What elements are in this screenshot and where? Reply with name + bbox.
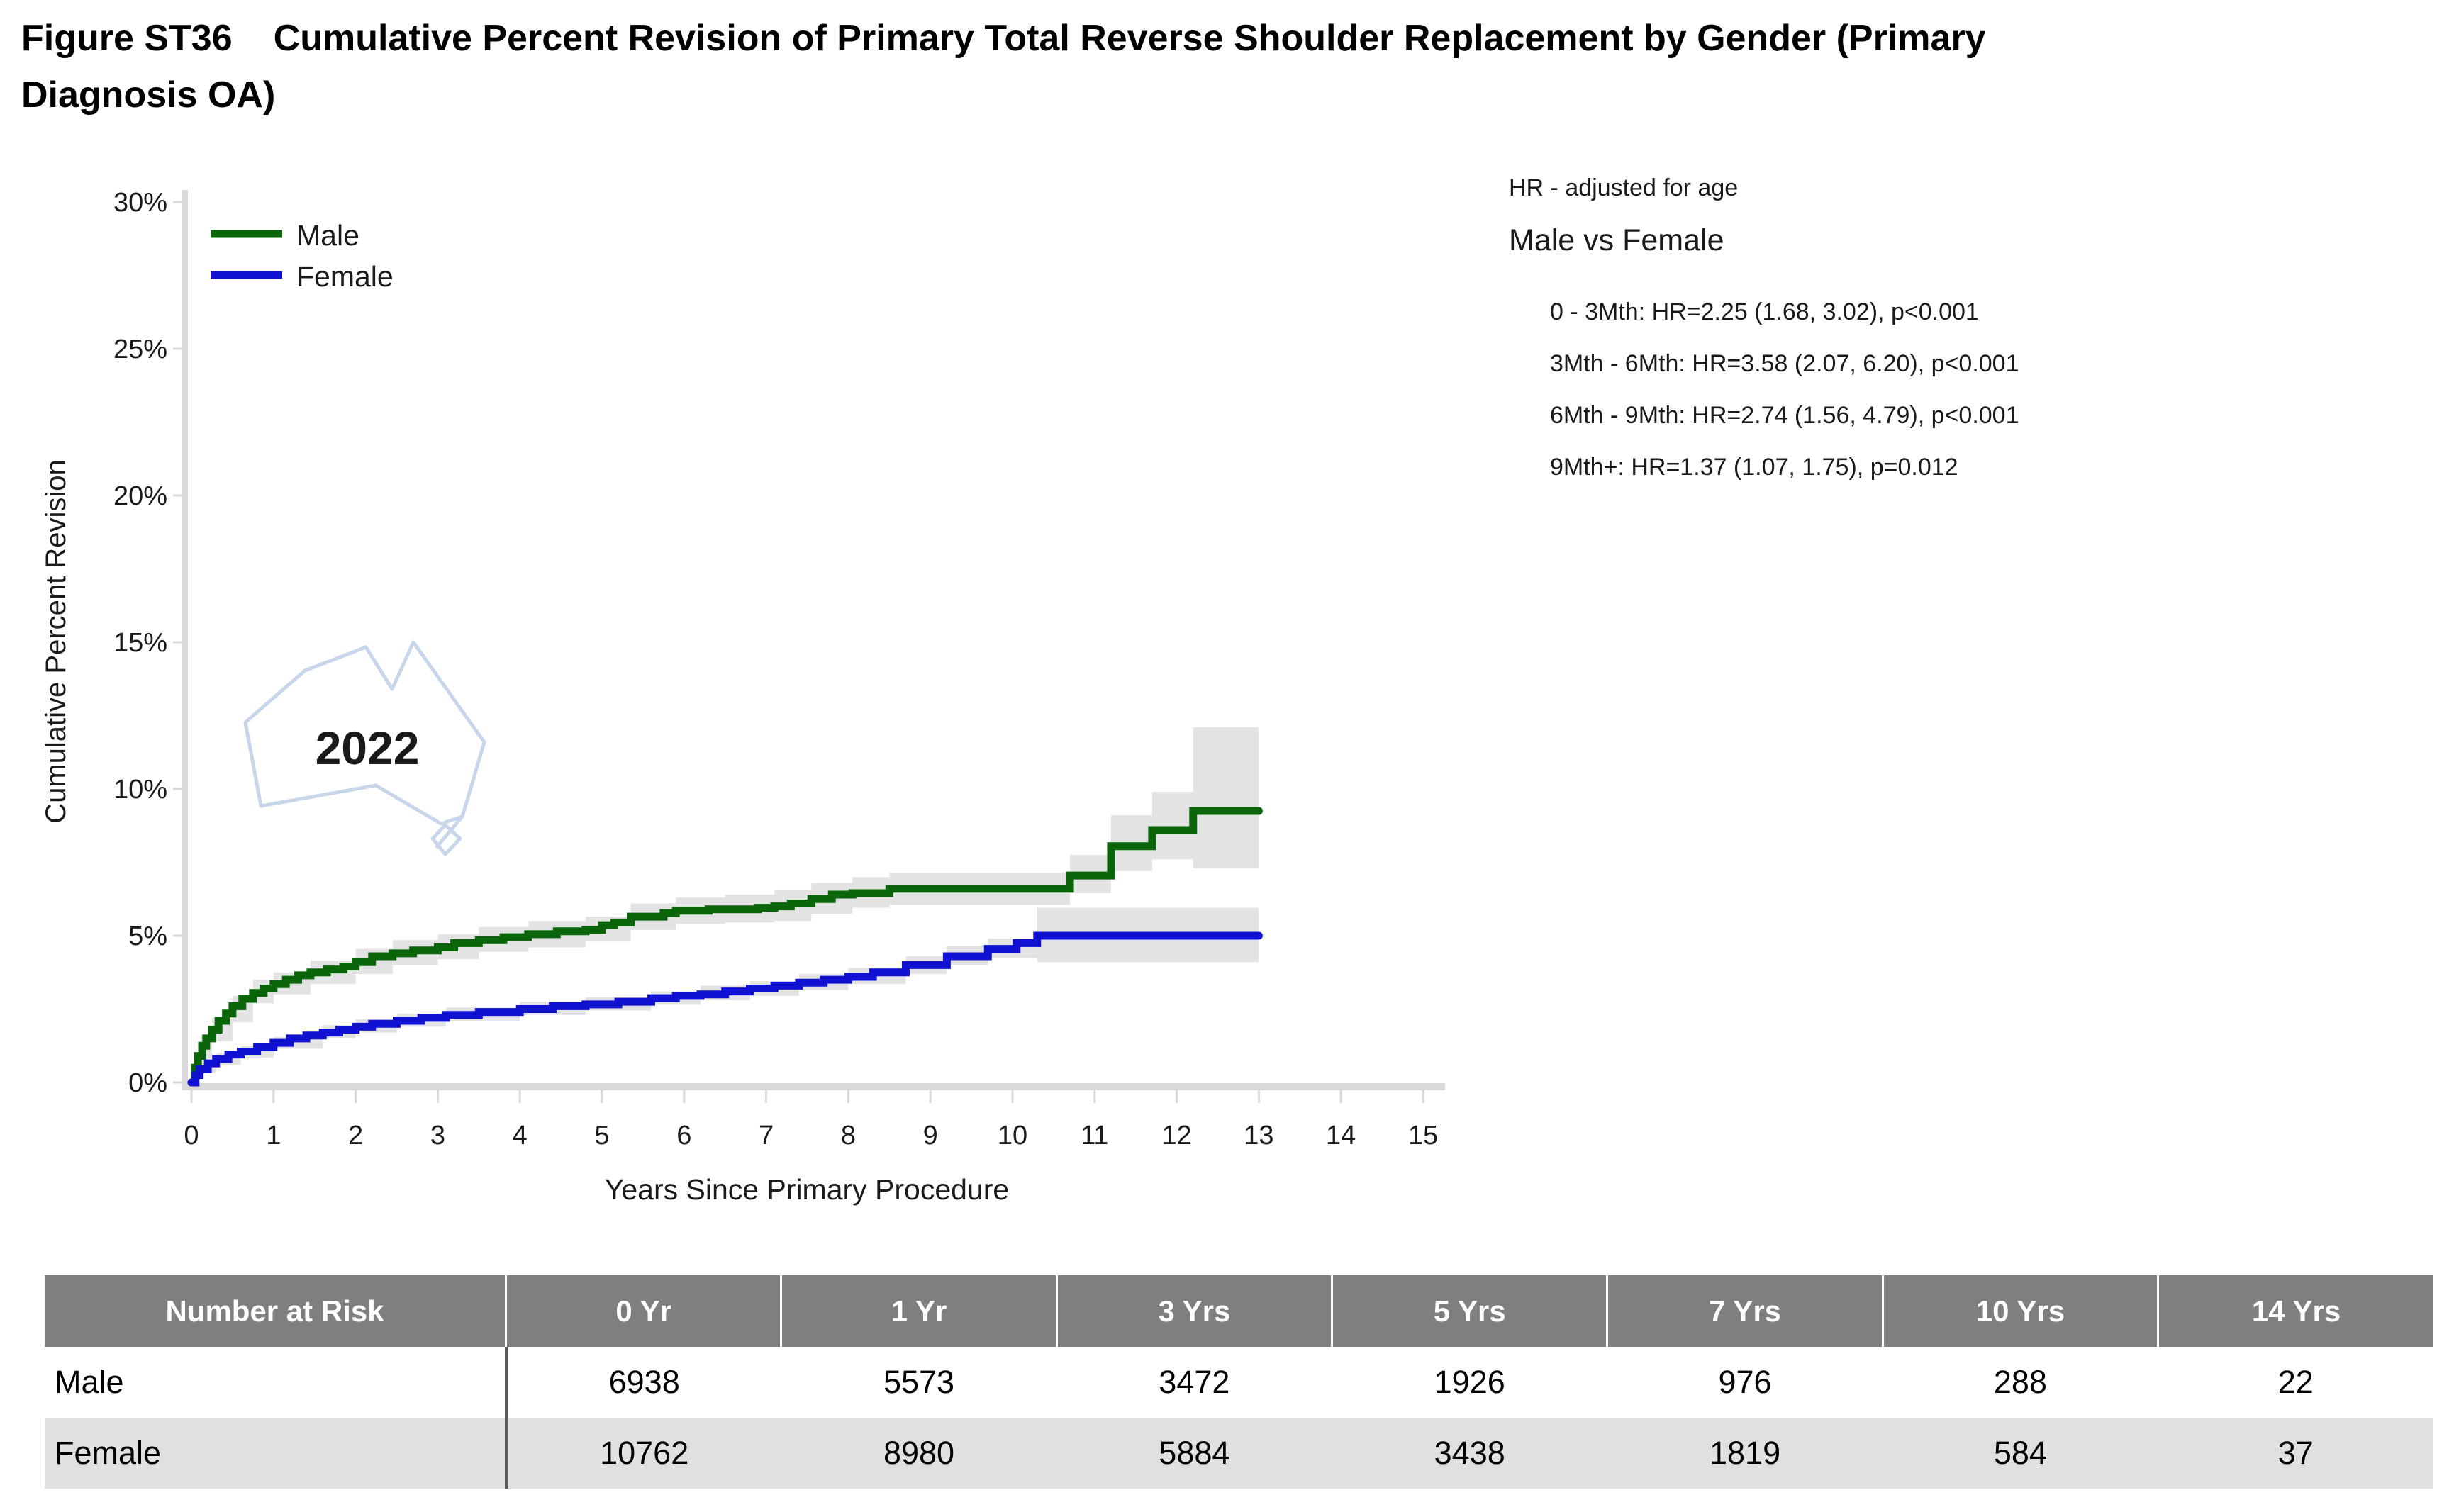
hr-annotation-comparison: Male vs Female xyxy=(1509,223,1724,257)
y-axis xyxy=(182,190,188,1090)
col-header-1-yr: 1 Yr xyxy=(781,1275,1058,1347)
hr-annotation: HR - adjusted for age Male vs Female 0 -… xyxy=(1509,174,2360,493)
australia-outline xyxy=(243,640,486,826)
risk-value-female-5-yrs: 3438 xyxy=(1332,1418,1607,1489)
y-tick-label: 0% xyxy=(128,1068,167,1098)
hr-annotation-title: HR - adjusted for age xyxy=(1509,174,1739,201)
x-axis-title: Years Since Primary Procedure xyxy=(605,1173,1009,1206)
y-tick-label: 10% xyxy=(113,775,167,805)
risk-value-female-1-yr: 8980 xyxy=(781,1418,1057,1489)
figure-title-line2: Diagnosis OA) xyxy=(21,74,276,116)
risk-value-female-7-yrs: 1819 xyxy=(1607,1418,1883,1489)
x-tick-label: 10 xyxy=(998,1121,1027,1150)
y-tick-label: 30% xyxy=(113,188,167,218)
figure-number: Figure ST36 xyxy=(21,18,233,59)
male-ci-band xyxy=(191,727,1259,1082)
row-label-female: Female xyxy=(45,1418,508,1489)
x-tick-label: 4 xyxy=(513,1121,528,1150)
x-tick-label: 0 xyxy=(184,1121,199,1150)
female-step-line xyxy=(187,931,1263,1087)
watermark-year: 2022 xyxy=(316,722,420,774)
legend-label-male: Male xyxy=(296,219,359,252)
x-tick-label: 8 xyxy=(841,1121,856,1150)
risk-value-male-7-yrs: 976 xyxy=(1718,1364,1772,1400)
y-tick-label: 25% xyxy=(113,335,167,364)
number-at-risk-table: Number at Risk 0 Yr 1 Yr 3 Yrs 5 Yrs 7 Yrs 10 … xyxy=(45,1275,2433,1489)
col-header-3-yrs: 3 Yrs xyxy=(1056,1275,1334,1347)
risk-table-body: Male 6938 5573 3472 1926 976 288 22 Female 10762 8… xyxy=(45,1347,2433,1489)
x-tick-label: 11 xyxy=(1081,1121,1108,1150)
col-header-5-yrs: 5 Yrs xyxy=(1332,1275,1609,1347)
col-header-10-yrs: 10 Yrs xyxy=(1883,1275,2160,1347)
x-tick-label: 3 xyxy=(430,1121,445,1150)
watermark-stray-line xyxy=(435,815,464,849)
x-tick-label: 2 xyxy=(348,1121,363,1150)
x-tick-label: 5 xyxy=(594,1121,609,1150)
legend xyxy=(211,230,282,279)
x-tick-label: 1 xyxy=(266,1121,281,1150)
x-tick-label: 14 xyxy=(1326,1121,1356,1150)
male-step-line xyxy=(187,807,1263,1087)
y-axis-title: Cumulative Percent Revision xyxy=(40,459,72,824)
legend-label-female: Female xyxy=(296,260,394,293)
col-header-14-yrs: 14 Yrs xyxy=(2158,1275,2433,1347)
risk-value-male-1-yr: 5573 xyxy=(883,1364,955,1400)
axes xyxy=(173,190,1445,1103)
risk-value-female-14-yrs: 37 xyxy=(2158,1418,2433,1489)
hr-annotation-line-3: 9Mth+: HR=1.37 (1.07, 1.75), p=0.012 xyxy=(1550,454,1958,481)
y-tick-label: 15% xyxy=(113,628,167,658)
x-tick-label: 6 xyxy=(676,1121,691,1150)
risk-table-header: Number at Risk 0 Yr 1 Yr 3 Yrs 5 Yrs 7 Yrs 10 … xyxy=(45,1275,2433,1347)
col-header-7-yrs: 7 Yrs xyxy=(1607,1275,1884,1347)
tasmania-outline xyxy=(430,823,462,856)
col-header-0-yr: 0 Yr xyxy=(506,1275,783,1347)
x-tick-label: 13 xyxy=(1244,1121,1273,1150)
hr-annotation-line-0: 0 - 3Mth: HR=2.25 (1.68, 3.02), p<0.001 xyxy=(1550,298,1979,325)
risk-value-male-0-yr: 6938 xyxy=(608,1364,680,1400)
risk-table-row-male: Male 6938 5573 3472 1926 976 288 22 xyxy=(45,1347,2433,1418)
x-tick-label: 15 xyxy=(1408,1121,1438,1150)
figure-title: Figure ST36 Cumulative Percent Revision o… xyxy=(21,10,2233,123)
y-tick-label: 5% xyxy=(128,922,167,951)
risk-value-female-0-yr: 10762 xyxy=(506,1418,781,1489)
female-ci-band xyxy=(191,907,1259,1082)
x-axis xyxy=(182,1083,1445,1090)
x-tick-label: 7 xyxy=(759,1121,774,1150)
hr-annotation-line-2: 6Mth - 9Mth: HR=2.74 (1.56, 4.79), p<0.0… xyxy=(1550,402,2019,429)
x-tick-label: 9 xyxy=(923,1121,938,1150)
australia-watermark xyxy=(243,640,486,856)
risk-value-male-5-yrs: 1926 xyxy=(1434,1364,1505,1400)
risk-value-male-14-yrs: 22 xyxy=(2277,1364,2314,1400)
risk-value-female-3-yrs: 5884 xyxy=(1056,1418,1332,1489)
hr-annotation-line-1: 3Mth - 6Mth: HR=3.58 (2.07, 6.20), p<0.0… xyxy=(1550,350,2019,377)
col-header-number-at-risk: Number at Risk xyxy=(45,1275,507,1347)
risk-value-male-3-yrs: 3472 xyxy=(1159,1364,1230,1400)
row-label-male: Male xyxy=(45,1347,508,1418)
risk-table-header-row: Number at Risk 0 Yr 1 Yr 3 Yrs 5 Yrs 7 Yrs 10 … xyxy=(45,1275,2433,1347)
x-tick-label: 12 xyxy=(1161,1121,1191,1150)
risk-value-male-10-yrs: 288 xyxy=(1993,1364,2047,1400)
risk-value-female-10-yrs: 584 xyxy=(1883,1418,2158,1489)
y-tick-label: 20% xyxy=(113,481,167,511)
figure-title-line1: Cumulative Percent Revision of Primary T… xyxy=(273,18,1986,59)
risk-table-row-female: Female 10762 8980 5884 3438 1819 584 37 xyxy=(45,1418,2433,1489)
hr-annotation-lines: 0 - 3Mth: HR=2.25 (1.68, 3.02), p<0.001 3… xyxy=(1509,286,2360,493)
